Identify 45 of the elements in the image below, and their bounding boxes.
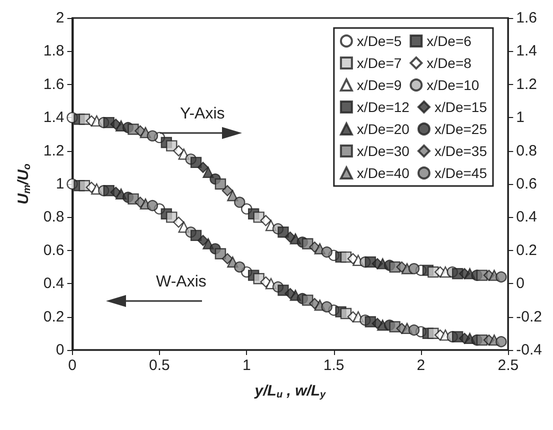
legend-label: x/De=40 [356,165,410,181]
legend-label: x/De=12 [356,99,410,115]
legend-label: x/De=45 [434,165,488,181]
y-tick-label: 0 [56,342,64,358]
y-tick-label: 1.8 [43,42,64,60]
y2-tick-label: 0 [516,275,524,292]
y2-tick-label: 1.2 [516,76,538,93]
y2-tick-label: -0.2 [516,308,542,326]
legend-label: x/De=5 [356,33,402,49]
annotation: Y-Axis [180,106,225,122]
legend-label: x/De=7 [356,55,402,71]
legend-label: x/De=25 [434,121,488,137]
y2-tick-label: 1.6 [516,10,538,26]
y-tick-label: 2 [56,10,64,26]
x-tick-label: 2 [416,357,426,374]
x-tick-label: 2.5 [498,357,519,374]
y-tick-label: 1.4 [43,109,64,126]
x-tick-label: 0 [68,357,76,374]
x-tick-label: 1 [242,357,251,374]
y2-tick-label: -0.4 [516,342,542,358]
y2-tick-label: 0.6 [516,176,538,192]
y-tick-label: 1 [56,176,64,192]
legend-label: x/De=30 [356,143,410,159]
x-tick-label: 1.5 [323,357,344,374]
legend-label: x/De=6 [426,33,472,49]
y-tick-label: 0.6 [43,242,64,259]
y2-tick-label: 1 [516,109,524,126]
legend-label: x/De=9 [356,77,402,93]
legend-label: x/De=20 [356,121,410,137]
y-tick-label: 1.2 [43,142,64,160]
y2-tick-label: 0.8 [516,142,538,160]
legend-label: x/De=35 [434,143,488,159]
legend-label: x/De=8 [426,55,472,71]
y-tick-label: 0.4 [43,275,64,292]
y2-tick-label: 0.4 [516,208,538,226]
legend-label: x/De=10 [426,77,480,93]
y2-tick-label: 1.4 [516,42,538,60]
y-tick-label: 0.2 [43,308,64,326]
x-tick-label: 0.5 [149,357,170,374]
y-axis-title: Um/Uo [15,164,33,204]
annotation: W-Axis [156,274,206,290]
y-tick-label: 0.8 [43,208,64,226]
legend-label: x/De=15 [434,99,488,115]
y-tick-label: 1.6 [43,76,64,93]
y2-tick-label: 0.2 [516,242,538,259]
